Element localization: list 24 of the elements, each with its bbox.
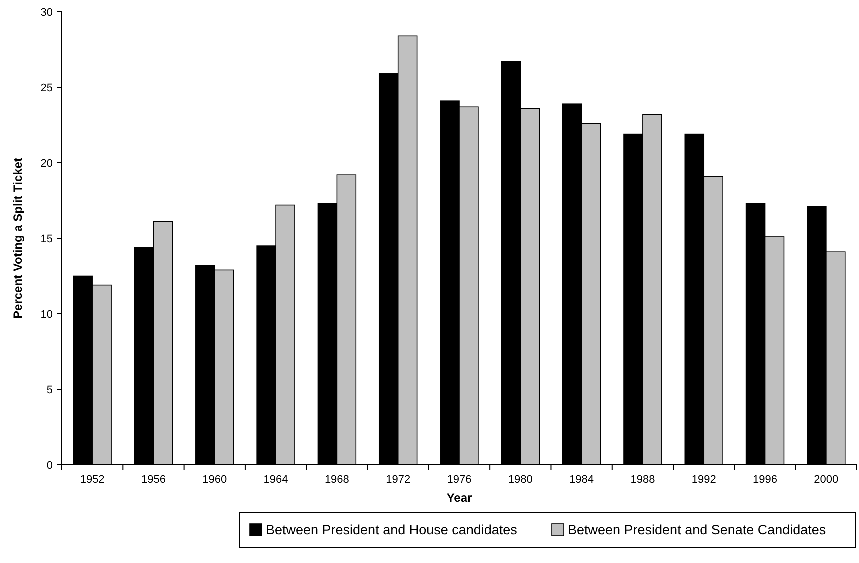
x-tick-label: 1980 — [508, 474, 533, 486]
x-tick-label: 1972 — [386, 474, 411, 486]
y-tick-label: 20 — [40, 158, 53, 170]
x-tick-label: 1956 — [141, 474, 166, 486]
x-tick-label: 1976 — [447, 474, 472, 486]
x-tick-label: 1988 — [630, 474, 656, 486]
x-tick-label: 1996 — [753, 474, 778, 486]
y-tick-label: 0 — [46, 460, 53, 472]
legend-label: Between President and House candidates — [266, 522, 518, 538]
x-tick-label: 1992 — [692, 474, 716, 486]
x-tick-label: 1964 — [264, 474, 288, 486]
y-tick-label: 15 — [40, 233, 53, 246]
x-tick-label: 1968 — [324, 474, 350, 486]
y-tick-label: 10 — [40, 308, 53, 321]
y-axis-title: Percent Voting a Split Ticket — [11, 158, 25, 319]
x-tick-label: 2000 — [814, 474, 839, 486]
y-tick-label: 30 — [40, 6, 53, 19]
x-axis-title: Year — [446, 491, 473, 505]
y-tick-label: 5 — [46, 384, 53, 396]
x-tick-label: 1984 — [570, 474, 594, 486]
y-tick-label: 25 — [40, 82, 53, 94]
x-tick-label: 1960 — [202, 474, 228, 486]
x-tick-label: 1952 — [80, 474, 105, 486]
legend-label: Between President and Senate Candidates — [568, 522, 826, 538]
